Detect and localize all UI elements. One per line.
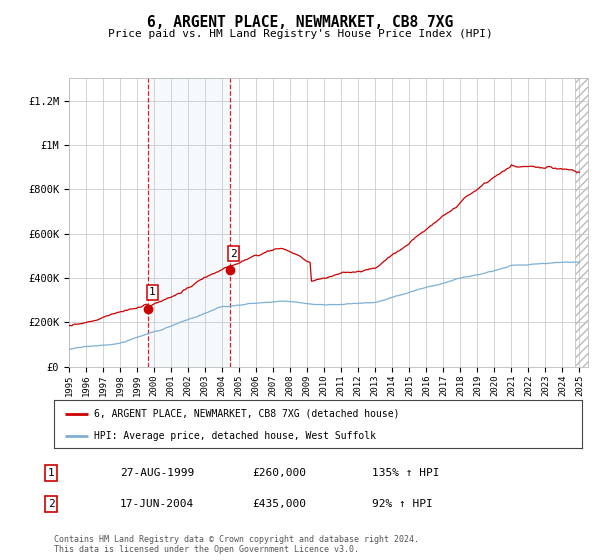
Text: 1: 1: [47, 468, 55, 478]
Text: £260,000: £260,000: [252, 468, 306, 478]
Text: 92% ↑ HPI: 92% ↑ HPI: [372, 499, 433, 509]
Bar: [148, 78, 230, 367]
Text: 27-AUG-1999: 27-AUG-1999: [120, 468, 194, 478]
Text: 1: 1: [149, 287, 156, 297]
Bar: [575, 78, 588, 367]
Text: 2: 2: [230, 249, 237, 259]
Text: HPI: Average price, detached house, West Suffolk: HPI: Average price, detached house, West…: [94, 431, 376, 441]
Text: Contains HM Land Registry data © Crown copyright and database right 2024.
This d: Contains HM Land Registry data © Crown c…: [54, 535, 419, 554]
Text: 135% ↑ HPI: 135% ↑ HPI: [372, 468, 439, 478]
Text: Price paid vs. HM Land Registry's House Price Index (HPI): Price paid vs. HM Land Registry's House …: [107, 29, 493, 39]
Text: 17-JUN-2004: 17-JUN-2004: [120, 499, 194, 509]
Text: 6, ARGENT PLACE, NEWMARKET, CB8 7XG (detached house): 6, ARGENT PLACE, NEWMARKET, CB8 7XG (det…: [94, 409, 399, 419]
Text: 2: 2: [47, 499, 55, 509]
Text: £435,000: £435,000: [252, 499, 306, 509]
Text: 6, ARGENT PLACE, NEWMARKET, CB8 7XG: 6, ARGENT PLACE, NEWMARKET, CB8 7XG: [147, 15, 453, 30]
